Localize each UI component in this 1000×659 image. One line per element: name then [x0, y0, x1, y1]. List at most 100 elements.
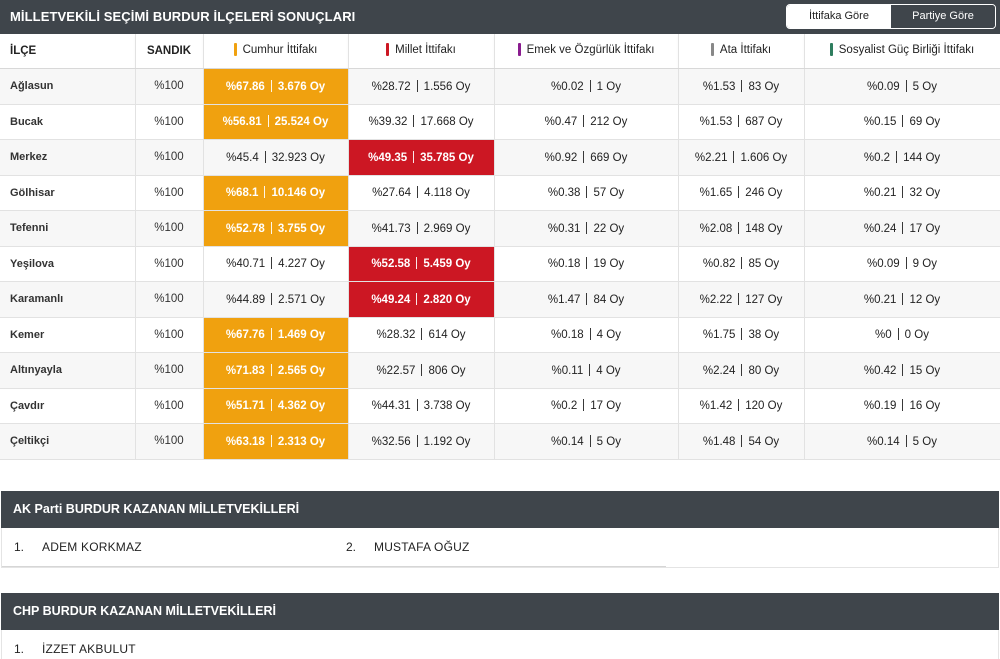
value-separator — [589, 79, 591, 92]
toggle-by-party[interactable]: Partiye Göre — [891, 5, 995, 28]
cell-vote-count: 687 Oy — [745, 116, 783, 129]
divider — [2, 566, 666, 567]
value-separator — [270, 434, 272, 447]
value-separator — [413, 150, 415, 163]
cell-vote-count: 2.969 Oy — [423, 222, 471, 235]
cell-cumhur: %56.81 25.524 Oy — [203, 104, 349, 140]
cell-vote-count: 2.313 Oy — [277, 435, 326, 448]
value-separator — [738, 115, 740, 128]
cell-ata: %1.65 246 Oy — [678, 175, 805, 211]
cell-vote-count: 2.565 Oy — [277, 364, 326, 377]
value-separator — [902, 115, 904, 128]
toggle-by-alliance[interactable]: İttifaka Göre — [787, 5, 891, 28]
cell-ilce: Gölhisar — [0, 175, 136, 211]
col-header-sandik[interactable]: SANDIK — [135, 34, 204, 69]
cell-cumhur: %63.18 2.313 Oy — [203, 423, 349, 460]
cell-cumhur: %44.89 2.571 Oy — [203, 281, 349, 318]
cell-vote-count: 2.571 Oy — [278, 293, 325, 306]
cell-ilce: Karamanlı — [0, 281, 136, 318]
cell-percentage: %0.24 — [863, 222, 897, 235]
cell-ata: %1.53 83 Oy — [678, 68, 805, 105]
cell-percentage: %51.71 — [225, 400, 265, 413]
value-separator — [267, 115, 269, 128]
cell-vote-count: 4 Oy — [596, 329, 621, 342]
cell-vote-count: 5 Oy — [912, 435, 937, 448]
value-separator — [583, 150, 585, 163]
value-separator — [741, 79, 743, 92]
col-header-cumhur[interactable]: Cumhur İttifakı — [203, 34, 349, 69]
cell-vote-count: 69 Oy — [909, 116, 941, 129]
cell-percentage: %63.18 — [225, 435, 265, 448]
cell-emek: %0.2 17 Oy — [494, 388, 679, 424]
member-name: ADEM KORKMAZ — [42, 540, 142, 554]
cell-percentage: %52.78 — [225, 222, 265, 235]
member-number: 2. — [346, 540, 357, 554]
value-separator — [905, 257, 907, 270]
cell-percentage: %0.09 — [867, 80, 900, 93]
cell-vote-count: 144 Oy — [903, 151, 941, 164]
cell-sandik: %100 — [135, 175, 204, 211]
cell-ilce: Merkez — [0, 139, 136, 176]
value-separator — [270, 79, 272, 92]
cell-ata: %1.48 54 Oy — [678, 423, 805, 460]
cell-ilce: Altınyayla — [0, 352, 136, 389]
cell-sgb: %0.42 15 Oy — [804, 352, 1000, 389]
cell-millet: %32.56 1.192 Oy — [348, 423, 495, 460]
value-separator — [416, 221, 418, 234]
value-separator — [416, 292, 418, 305]
cell-vote-count: 10.146 Oy — [271, 187, 326, 200]
table-row: Tefenni %100 %52.78 3.755 Oy %41.73 2.969 Oy%… — [0, 210, 1000, 247]
cell-vote-count: 246 Oy — [745, 187, 783, 200]
value-separator — [905, 79, 907, 92]
table-row: Karamanlı %100 %44.89 2.571 Oy %49.24 2.820 O… — [0, 281, 1000, 318]
value-separator — [270, 328, 272, 341]
value-separator — [738, 221, 740, 234]
value-separator — [589, 328, 591, 341]
cell-vote-count: 54 Oy — [748, 435, 780, 448]
value-separator — [270, 221, 272, 234]
col-header-cumhur-label: Cumhur İttifakı — [242, 43, 318, 56]
cell-percentage: %2.24 — [702, 364, 736, 377]
sgb-color-swatch — [829, 43, 833, 56]
cell-sgb: %0.19 16 Oy — [804, 388, 1000, 424]
cell-percentage: %1.53 — [699, 116, 733, 129]
value-separator — [741, 328, 743, 341]
cell-percentage: %0.2 — [551, 400, 578, 413]
emek-color-swatch — [517, 43, 521, 56]
cell-sgb: %0.14 5 Oy — [804, 423, 1000, 460]
cell-percentage: %0 — [875, 329, 892, 342]
col-header-emek[interactable]: Emek ve Özgürlük İttifakı — [494, 34, 679, 69]
col-header-ilce[interactable]: İLÇE — [0, 34, 136, 69]
cell-ilce: Çavdır — [0, 388, 136, 424]
chp-member-1: 1. İZZET AKBULUT — [14, 642, 136, 656]
cell-percentage: %2.21 — [694, 151, 728, 164]
cell-percentage: %39.32 — [368, 116, 408, 129]
col-header-sgb[interactable]: Sosyalist Güç Birliği İttifakı — [804, 34, 1000, 69]
cell-vote-count: 17 Oy — [590, 400, 621, 413]
col-header-ata[interactable]: Ata İttifakı — [678, 34, 805, 69]
cell-ata: %2.08 148 Oy — [678, 210, 805, 247]
ata-color-swatch — [710, 43, 714, 56]
akparti-member-2: 2. MUSTAFA OĞUZ — [346, 540, 470, 554]
cell-percentage: %1.48 — [702, 435, 736, 448]
cell-percentage: %0.38 — [547, 187, 581, 200]
table-row: Gölhisar %100 %68.1 10.146 Oy %27.64 4.118 Oy… — [0, 175, 1000, 211]
cell-percentage: %2.22 — [699, 293, 733, 306]
cell-percentage: %0.21 — [863, 187, 897, 200]
cell-percentage: %41.73 — [371, 222, 411, 235]
cell-emek: %0.02 1 Oy — [494, 68, 679, 105]
cell-percentage: %56.81 — [222, 116, 262, 129]
cell-ata: %1.75 38 Oy — [678, 317, 805, 353]
cell-percentage: %44.89 — [226, 293, 266, 306]
cell-sandik: %100 — [135, 352, 204, 389]
cell-millet: %27.64 4.118 Oy — [348, 175, 495, 211]
col-header-millet[interactable]: Millet İttifakı — [348, 34, 495, 69]
cell-vote-count: 4.118 Oy — [424, 187, 470, 200]
cell-millet: %49.35 35.785 Oy — [348, 139, 495, 176]
cell-millet: %28.32 614 Oy — [348, 317, 495, 353]
value-separator — [270, 399, 272, 412]
cell-vote-count: 0 Oy — [904, 329, 929, 342]
cumhur-color-swatch — [233, 43, 237, 56]
col-header-ata-label: Ata İttifakı — [719, 43, 772, 56]
value-separator — [589, 434, 591, 447]
